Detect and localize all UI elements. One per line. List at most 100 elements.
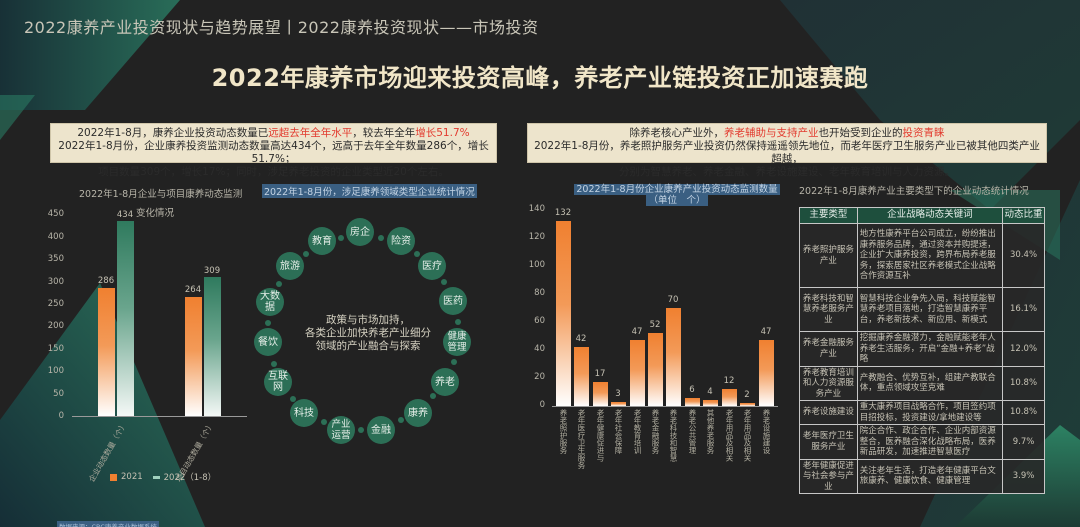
- summary-left-line3: 项目数量309个，增长17%；同时，涉足养老投资的企业类型近20个左右。: [98, 166, 449, 178]
- y-tick: 100: [47, 366, 64, 376]
- cell-type: 养老科技和智慧养老服务产业: [799, 287, 858, 332]
- legend-swatch-2021: [110, 473, 117, 481]
- summary-highlight: 增长51.7%: [415, 127, 470, 139]
- node-big-data: 大数据: [256, 288, 284, 316]
- cell-percentage: 10.8%: [1002, 365, 1045, 401]
- cell-percentage: 10.8%: [1002, 400, 1045, 425]
- page-title: 2022年康养市场迎来投资高峰，养老产业链投资正加速赛跑: [211, 64, 869, 92]
- x-axis-label: 老年社会保障: [614, 409, 623, 454]
- y-tick: 0: [58, 411, 64, 421]
- value-label: 132: [554, 208, 572, 218]
- y-tick: 250: [47, 299, 64, 309]
- summary-right-line1: 除养老核心产业外，养老辅助与支持产业也开始受到企业的投资青睐: [534, 127, 1040, 140]
- column-header-keywords: 企业战略动态关键词: [856, 207, 1004, 224]
- y-tick: 300: [47, 277, 64, 287]
- node-catering: 餐饮: [254, 328, 282, 356]
- connector-dot: [398, 417, 404, 423]
- bar-2021-enterprise: [98, 288, 115, 416]
- summary-highlight: 养老辅助与支持产业: [724, 127, 819, 139]
- circle-diagram-title: 2022年1-8月份，涉足康养领域类型企业统计情况: [262, 184, 477, 198]
- summary-text: 也开始受到企业的: [818, 127, 903, 139]
- table-row: 养老照护服务产业 地方性康养平台公司成立，纷纷推出康养服务品牌，通过资本并购提速…: [799, 223, 1045, 288]
- value-label: 47: [760, 327, 772, 337]
- y-tick: 120: [528, 232, 545, 242]
- cell-keywords: 重大康养项目战略合作，项目签约项目招投标，投资建设/拿地建设等: [856, 400, 1004, 425]
- summary-left-line2: 2022年1-8月份，企业康养投资监测动态数量高达434个，远高于去年全年数量2…: [58, 140, 489, 165]
- node-pharma: 医药: [439, 287, 467, 315]
- node-elderly-care: 养老: [431, 368, 459, 396]
- cell-keywords: 挖掘康养金融潜力，金融赋能老年人养老生活服务，开启“金融+养老”战略: [856, 331, 1004, 367]
- column-header-type: 主要类型: [799, 207, 858, 224]
- chart2-title-line2: （单位 个）: [646, 195, 708, 206]
- center-text-line: 领域的产业融合与探索: [315, 340, 421, 352]
- x-axis-label: 企业动态数量（个）: [87, 420, 129, 484]
- y-tick: 400: [47, 232, 64, 242]
- cell-percentage: 16.1%: [1002, 287, 1045, 332]
- cell-type: 老年医疗卫生服务产业: [799, 424, 858, 460]
- connector-dot: [290, 396, 296, 402]
- circle-center-text: 政策与市场加持， 各类企业加快养老产业细分 领域的产业融合与探索: [280, 314, 456, 353]
- summary-box-left: 2022年1-8月，康养企业投资动态数量已远超去年全年水平，较去年全年增长51.…: [50, 123, 497, 178]
- value-label: 286: [97, 276, 115, 286]
- connector-dot: [358, 427, 364, 433]
- y-tick: 150: [47, 344, 64, 354]
- connector-dot: [321, 419, 327, 425]
- center-text-line: 各类企业加快养老产业细分: [305, 327, 431, 339]
- x-axis-label: 其他养老服务: [706, 409, 715, 454]
- table-row: 养老教育培训和人力资源服务产业 产教融合、优势互补，组建产教联合体，重点领域攻坚…: [799, 365, 1045, 401]
- bar-elderly-products-1: [722, 389, 737, 406]
- chart1-legend: 2021 2022（1-8）: [110, 471, 216, 483]
- cell-keywords: 智慧科技企业争先入局，科技赋能智慧养老项目落地，打造智慧康养平台，养老新技术、新…: [856, 287, 1004, 332]
- data-source-note: 数据来源：CBC康养产业数据系统: [57, 521, 159, 527]
- node-industry-operation: 产业运营: [327, 416, 355, 444]
- cell-percentage: 3.9%: [1002, 458, 1045, 494]
- node-health-management: 健康管理: [443, 328, 471, 356]
- y-tick: 350: [47, 254, 64, 264]
- summary-highlight: 投资青睐: [902, 127, 945, 139]
- cell-percentage: 30.4%: [1002, 223, 1045, 288]
- bar-elderly-tech: [666, 308, 681, 406]
- connector-dot: [303, 251, 309, 257]
- connector-dot: [276, 281, 282, 287]
- value-label: 47: [631, 327, 643, 337]
- y-tick: 100: [528, 260, 545, 270]
- cell-type: 养老设施建设: [799, 400, 858, 425]
- bar-elderly-education: [630, 340, 645, 406]
- x-axis-line: [72, 416, 247, 417]
- cell-type: 老年健康促进与社会参与产业: [799, 458, 858, 494]
- cell-percentage: 9.7%: [1002, 424, 1045, 460]
- bar-other-elderly-service: [703, 400, 718, 406]
- value-label: 12: [723, 376, 735, 386]
- x-axis-label: 老年医疗卫生服务: [577, 409, 586, 469]
- x-axis-label: 养老金融服务: [651, 409, 660, 454]
- value-label: 4: [707, 387, 713, 397]
- value-label: 434: [116, 210, 134, 220]
- bar-elderly-finance: [648, 333, 663, 406]
- x-axis-label: 老年教育培训: [633, 409, 642, 454]
- table-row: 老年健康促进与社会参与产业 关注老年生活，打造老年健康平台文旅康养、健康饮食、健…: [799, 458, 1045, 494]
- legend-label-2022: 2022（1-8）: [163, 473, 217, 483]
- summary-right-line2: 2022年1-8月份，养老照护服务产业投资仍然保持遥遥领先地位，而老年医疗卫生服…: [534, 140, 1040, 165]
- cell-keywords: 院企合作、政企合作、企业内部资源整合，医养融合深化战略布局，医养新品研发，加速推…: [856, 424, 1004, 460]
- bar-elderly-medical: [574, 347, 589, 406]
- value-label: 3: [615, 389, 621, 399]
- chart2-title-line1: 2022年1-8月份企业康养产业投资动态监测数量: [574, 184, 780, 195]
- connector-dot: [271, 361, 277, 367]
- x-axis-label: 养老设施建设: [762, 409, 771, 454]
- table-row: 养老金融服务产业 挖掘康养金融潜力，金融赋能老年人养老生活服务，开启“金融+养老…: [799, 331, 1045, 367]
- y-tick: 60: [534, 316, 545, 326]
- y-tick: 200: [47, 321, 64, 331]
- legend-label-2021: 2021: [121, 472, 143, 482]
- node-education: 教育: [308, 227, 336, 255]
- y-tick: 50: [53, 389, 64, 399]
- x-axis-label: 老年用品及相关: [725, 409, 734, 462]
- table-row: 养老科技和智慧养老服务产业 智慧科技企业争先入局，科技赋能智慧养老项目落地，打造…: [799, 287, 1045, 332]
- summary-text: 除养老核心产业外，: [629, 127, 725, 139]
- bar-2021-project: [185, 297, 202, 416]
- bar-2022-project: [204, 277, 221, 416]
- value-label: 309: [203, 266, 221, 276]
- summary-box-right: 除养老核心产业外，养老辅助与支持产业也开始受到企业的投资青睐 2022年1-8月…: [527, 123, 1047, 178]
- cell-type: 养老照护服务产业: [799, 223, 858, 288]
- y-tick: 80: [534, 288, 545, 298]
- x-axis-label: 养老照护服务: [559, 409, 568, 454]
